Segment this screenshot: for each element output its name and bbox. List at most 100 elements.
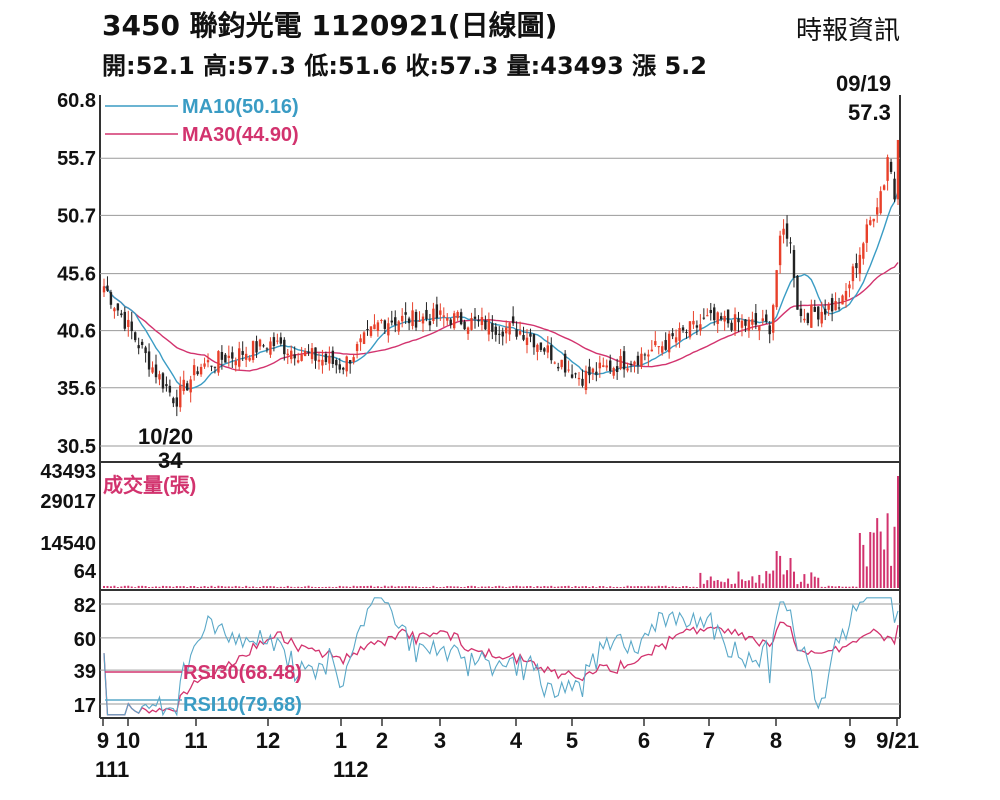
volume-bar (560, 586, 563, 588)
candle-body (137, 345, 140, 349)
candle-body (591, 368, 595, 373)
candle-body (695, 325, 699, 328)
volume-bar (501, 586, 504, 588)
volume-bar (408, 586, 411, 588)
candle-body (272, 337, 276, 347)
candle-body (106, 285, 109, 291)
candle-body (758, 326, 761, 331)
volume-bar (775, 551, 778, 588)
candle-body (238, 348, 241, 367)
volume-bar (338, 585, 341, 588)
x-tick-label: 8 (770, 728, 782, 753)
ma30-line (103, 262, 899, 372)
candle-body (338, 364, 341, 370)
volume-bar (508, 586, 511, 588)
volume-bar (269, 586, 272, 588)
candle-body (265, 348, 269, 350)
candle-body (532, 334, 536, 348)
candle-body (366, 328, 369, 330)
volume-bar (723, 582, 726, 588)
volume-bar (480, 586, 483, 588)
volume-bar (127, 585, 130, 588)
candle-body (210, 365, 213, 367)
source-label: 時報資訊 (795, 16, 900, 46)
volume-bar (116, 587, 119, 588)
price-tick-label: 50.7 (57, 205, 96, 227)
volume-bar (713, 580, 716, 588)
candle-body (671, 333, 674, 337)
volume-bar (120, 586, 123, 588)
candle-body (664, 340, 667, 350)
rsi-tick-label: 17 (74, 695, 96, 717)
volume-bar (772, 570, 775, 588)
volume-bar (109, 586, 112, 588)
volume-bar (675, 586, 678, 588)
volume-bar (283, 586, 286, 588)
candle-body (116, 303, 120, 311)
candle-body (889, 161, 893, 172)
volume-bar (602, 586, 605, 588)
year-label-111: 111 (95, 757, 129, 782)
ohlc-summary: 開:52.1 高:57.3 低:51.6 收:57.3 量:43493 漲 5.… (102, 52, 707, 80)
volume-bar (897, 476, 899, 588)
candle-body (602, 365, 605, 367)
candle-body (570, 374, 574, 378)
volume-tick-label: 29017 (40, 491, 96, 513)
volume-bar (890, 565, 893, 588)
volume-bar (598, 585, 601, 588)
candle-body (179, 385, 182, 408)
candle-body (168, 385, 172, 393)
volume-bar (148, 587, 151, 588)
candle-body (806, 313, 810, 324)
volume-bar (529, 586, 532, 588)
low-value-annotation: 34 (158, 448, 183, 473)
volume-bar (574, 585, 577, 588)
volume-bar (633, 586, 636, 588)
volume-bar (394, 586, 397, 588)
candle-body (435, 304, 439, 319)
volume-bar (685, 585, 688, 588)
candle-body (778, 235, 782, 266)
volume-bar (855, 586, 858, 588)
volume-bar (581, 586, 584, 588)
candle-body (217, 351, 220, 373)
volume-bar (650, 586, 653, 588)
x-tick-label: 9 (844, 728, 856, 753)
volume-bar (397, 586, 400, 588)
candle-body (321, 359, 324, 366)
volume-bar (331, 587, 334, 588)
candle-body (328, 355, 331, 364)
candle-body (765, 314, 768, 322)
grid-lines (100, 157, 900, 705)
volume-bar (376, 586, 379, 588)
volume-bar (761, 583, 764, 588)
volume-bar (858, 532, 861, 588)
x-tick-label: 2 (376, 728, 388, 753)
volume-bar (654, 586, 657, 588)
volume-bar (262, 585, 265, 588)
volume-bar (259, 586, 262, 588)
volume-bar (470, 585, 473, 588)
volume-bar (893, 526, 896, 588)
candle-body (525, 337, 529, 345)
candle-body (872, 218, 875, 222)
volume-bar (803, 574, 806, 588)
volume-bar (442, 586, 445, 588)
candle-body (726, 309, 730, 324)
volume-bar (439, 587, 442, 588)
candles (102, 139, 900, 417)
volume-bar (827, 585, 830, 588)
candle-body (817, 306, 820, 320)
candle-body (224, 354, 227, 363)
volume-bar (591, 586, 594, 588)
x-tick-label: 1 (335, 728, 347, 753)
candle-body (678, 327, 681, 341)
volume-bar (435, 587, 438, 588)
volume-bar (231, 586, 234, 588)
volume-bar (820, 586, 823, 588)
volume-bar (172, 586, 175, 588)
volume-bar (314, 587, 317, 588)
volume-bar (806, 583, 809, 588)
volume-bar (564, 586, 567, 588)
volume-bar (588, 586, 591, 588)
